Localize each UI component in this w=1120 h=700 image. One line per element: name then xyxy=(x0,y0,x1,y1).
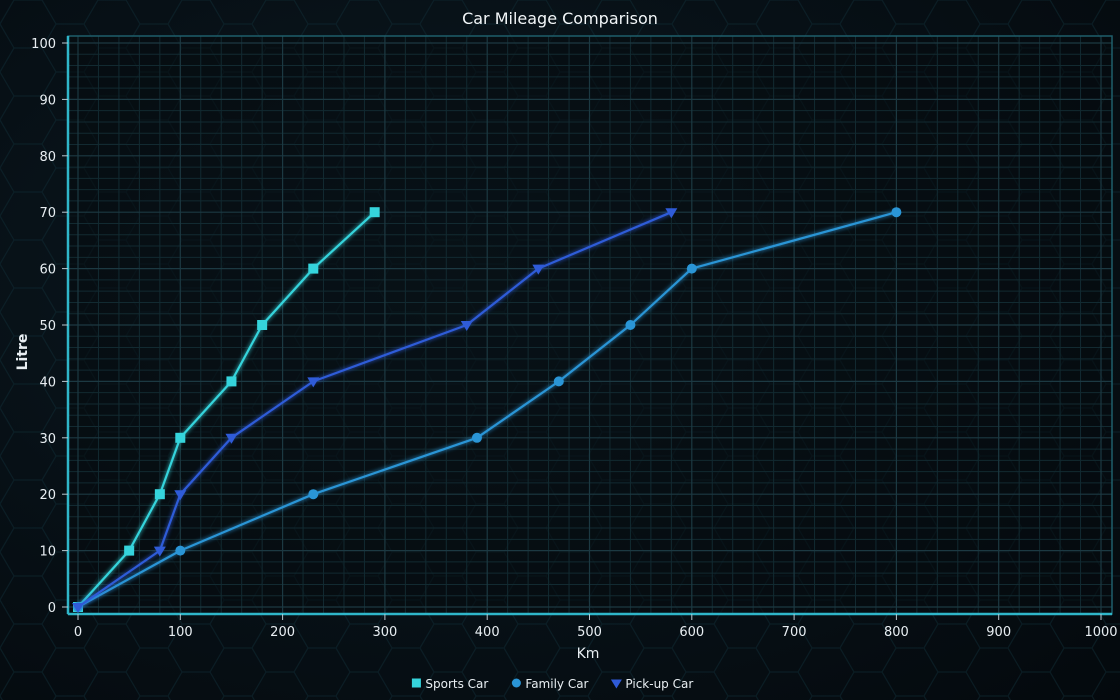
data-point-pick-up-car xyxy=(665,208,678,219)
series-family-car xyxy=(73,207,902,612)
x-tick-label: 100 xyxy=(168,625,193,640)
y-tick-label: 70 xyxy=(39,206,56,221)
legend-label-family-car: Family Car xyxy=(525,677,588,691)
legend: Sports Car Family Car Pick-up Car xyxy=(411,677,693,691)
data-point-pick-up-car xyxy=(153,546,166,557)
data-point-family-car xyxy=(625,320,636,330)
legend-label-sports-car: Sports Car xyxy=(425,677,488,691)
legend-label-pick-up-car: Pick-up Car xyxy=(625,677,693,691)
series-line-pick-up-car xyxy=(77,211,672,608)
legend-marker-pick-up-car xyxy=(610,679,622,689)
data-point-family-car xyxy=(471,432,482,443)
x-tick-label: 700 xyxy=(782,625,807,640)
data-point-pick-up-car xyxy=(225,433,238,444)
data-point-family-car xyxy=(175,545,186,556)
data-point-sports-car xyxy=(369,207,380,218)
y-tick-label: 60 xyxy=(39,263,56,278)
x-tick-label: 1000 xyxy=(1084,625,1117,640)
data-point-sports-car xyxy=(308,263,319,274)
data-point-family-car xyxy=(308,489,319,500)
x-axis-title: Km xyxy=(577,646,600,662)
data-point-sports-car xyxy=(226,376,237,387)
data-point-pick-up-car xyxy=(460,321,473,331)
series-line-sports-car xyxy=(77,211,376,608)
y-tick-label: 80 xyxy=(39,150,56,165)
series-layer xyxy=(72,207,902,613)
y-tick-label: 100 xyxy=(31,37,56,52)
x-tick-label: 200 xyxy=(270,625,295,640)
plot-area xyxy=(68,36,1112,614)
x-tick-label: 500 xyxy=(577,625,602,640)
data-point-pick-up-car xyxy=(307,377,320,388)
x-tick-label: 800 xyxy=(884,625,909,640)
data-point-pick-up-car xyxy=(532,264,545,275)
x-tick-label: 300 xyxy=(372,625,397,640)
legend-marker-sports-car xyxy=(411,678,421,688)
series-line-family-car xyxy=(77,211,897,608)
y-tick-label: 30 xyxy=(39,432,56,447)
data-point-sports-car xyxy=(175,432,186,443)
data-point-family-car xyxy=(686,263,697,274)
y-axis-title: Litre xyxy=(15,334,31,371)
x-tick-label: 0 xyxy=(74,625,82,640)
y-axis: 0 10 20 30 40 50 60 70 80 90 100 xyxy=(31,37,68,616)
y-tick-label: 40 xyxy=(39,375,56,390)
x-tick-label: 900 xyxy=(986,625,1011,640)
legend-item-pick-up-car: Pick-up Car xyxy=(610,677,693,691)
legend-item-sports-car: Sports Car xyxy=(411,677,488,691)
y-tick-label: 50 xyxy=(39,319,56,334)
y-tick-label: 90 xyxy=(39,93,56,108)
x-tick-label: 400 xyxy=(475,625,500,640)
data-point-pick-up-car xyxy=(72,603,84,613)
x-axis: 0 100 200 300 400 500 600 700 800 900 1000 xyxy=(74,614,1118,640)
x-tick-label: 600 xyxy=(679,625,704,640)
y-tick-label: 10 xyxy=(39,545,56,560)
series-pick-up-car xyxy=(72,208,678,613)
y-tick-label: 0 xyxy=(48,601,56,616)
data-point-family-car xyxy=(553,376,564,387)
data-point-pick-up-car xyxy=(174,490,187,501)
legend-item-family-car: Family Car xyxy=(511,677,589,691)
legend-marker-family-car xyxy=(511,678,521,688)
grid-major xyxy=(68,36,1112,614)
data-point-family-car xyxy=(891,207,902,218)
data-point-sports-car xyxy=(257,320,268,330)
y-tick-label: 20 xyxy=(39,488,56,503)
chart-title: Car Mileage Comparison xyxy=(462,9,658,28)
data-point-sports-car xyxy=(124,545,135,556)
data-point-sports-car xyxy=(154,489,165,500)
